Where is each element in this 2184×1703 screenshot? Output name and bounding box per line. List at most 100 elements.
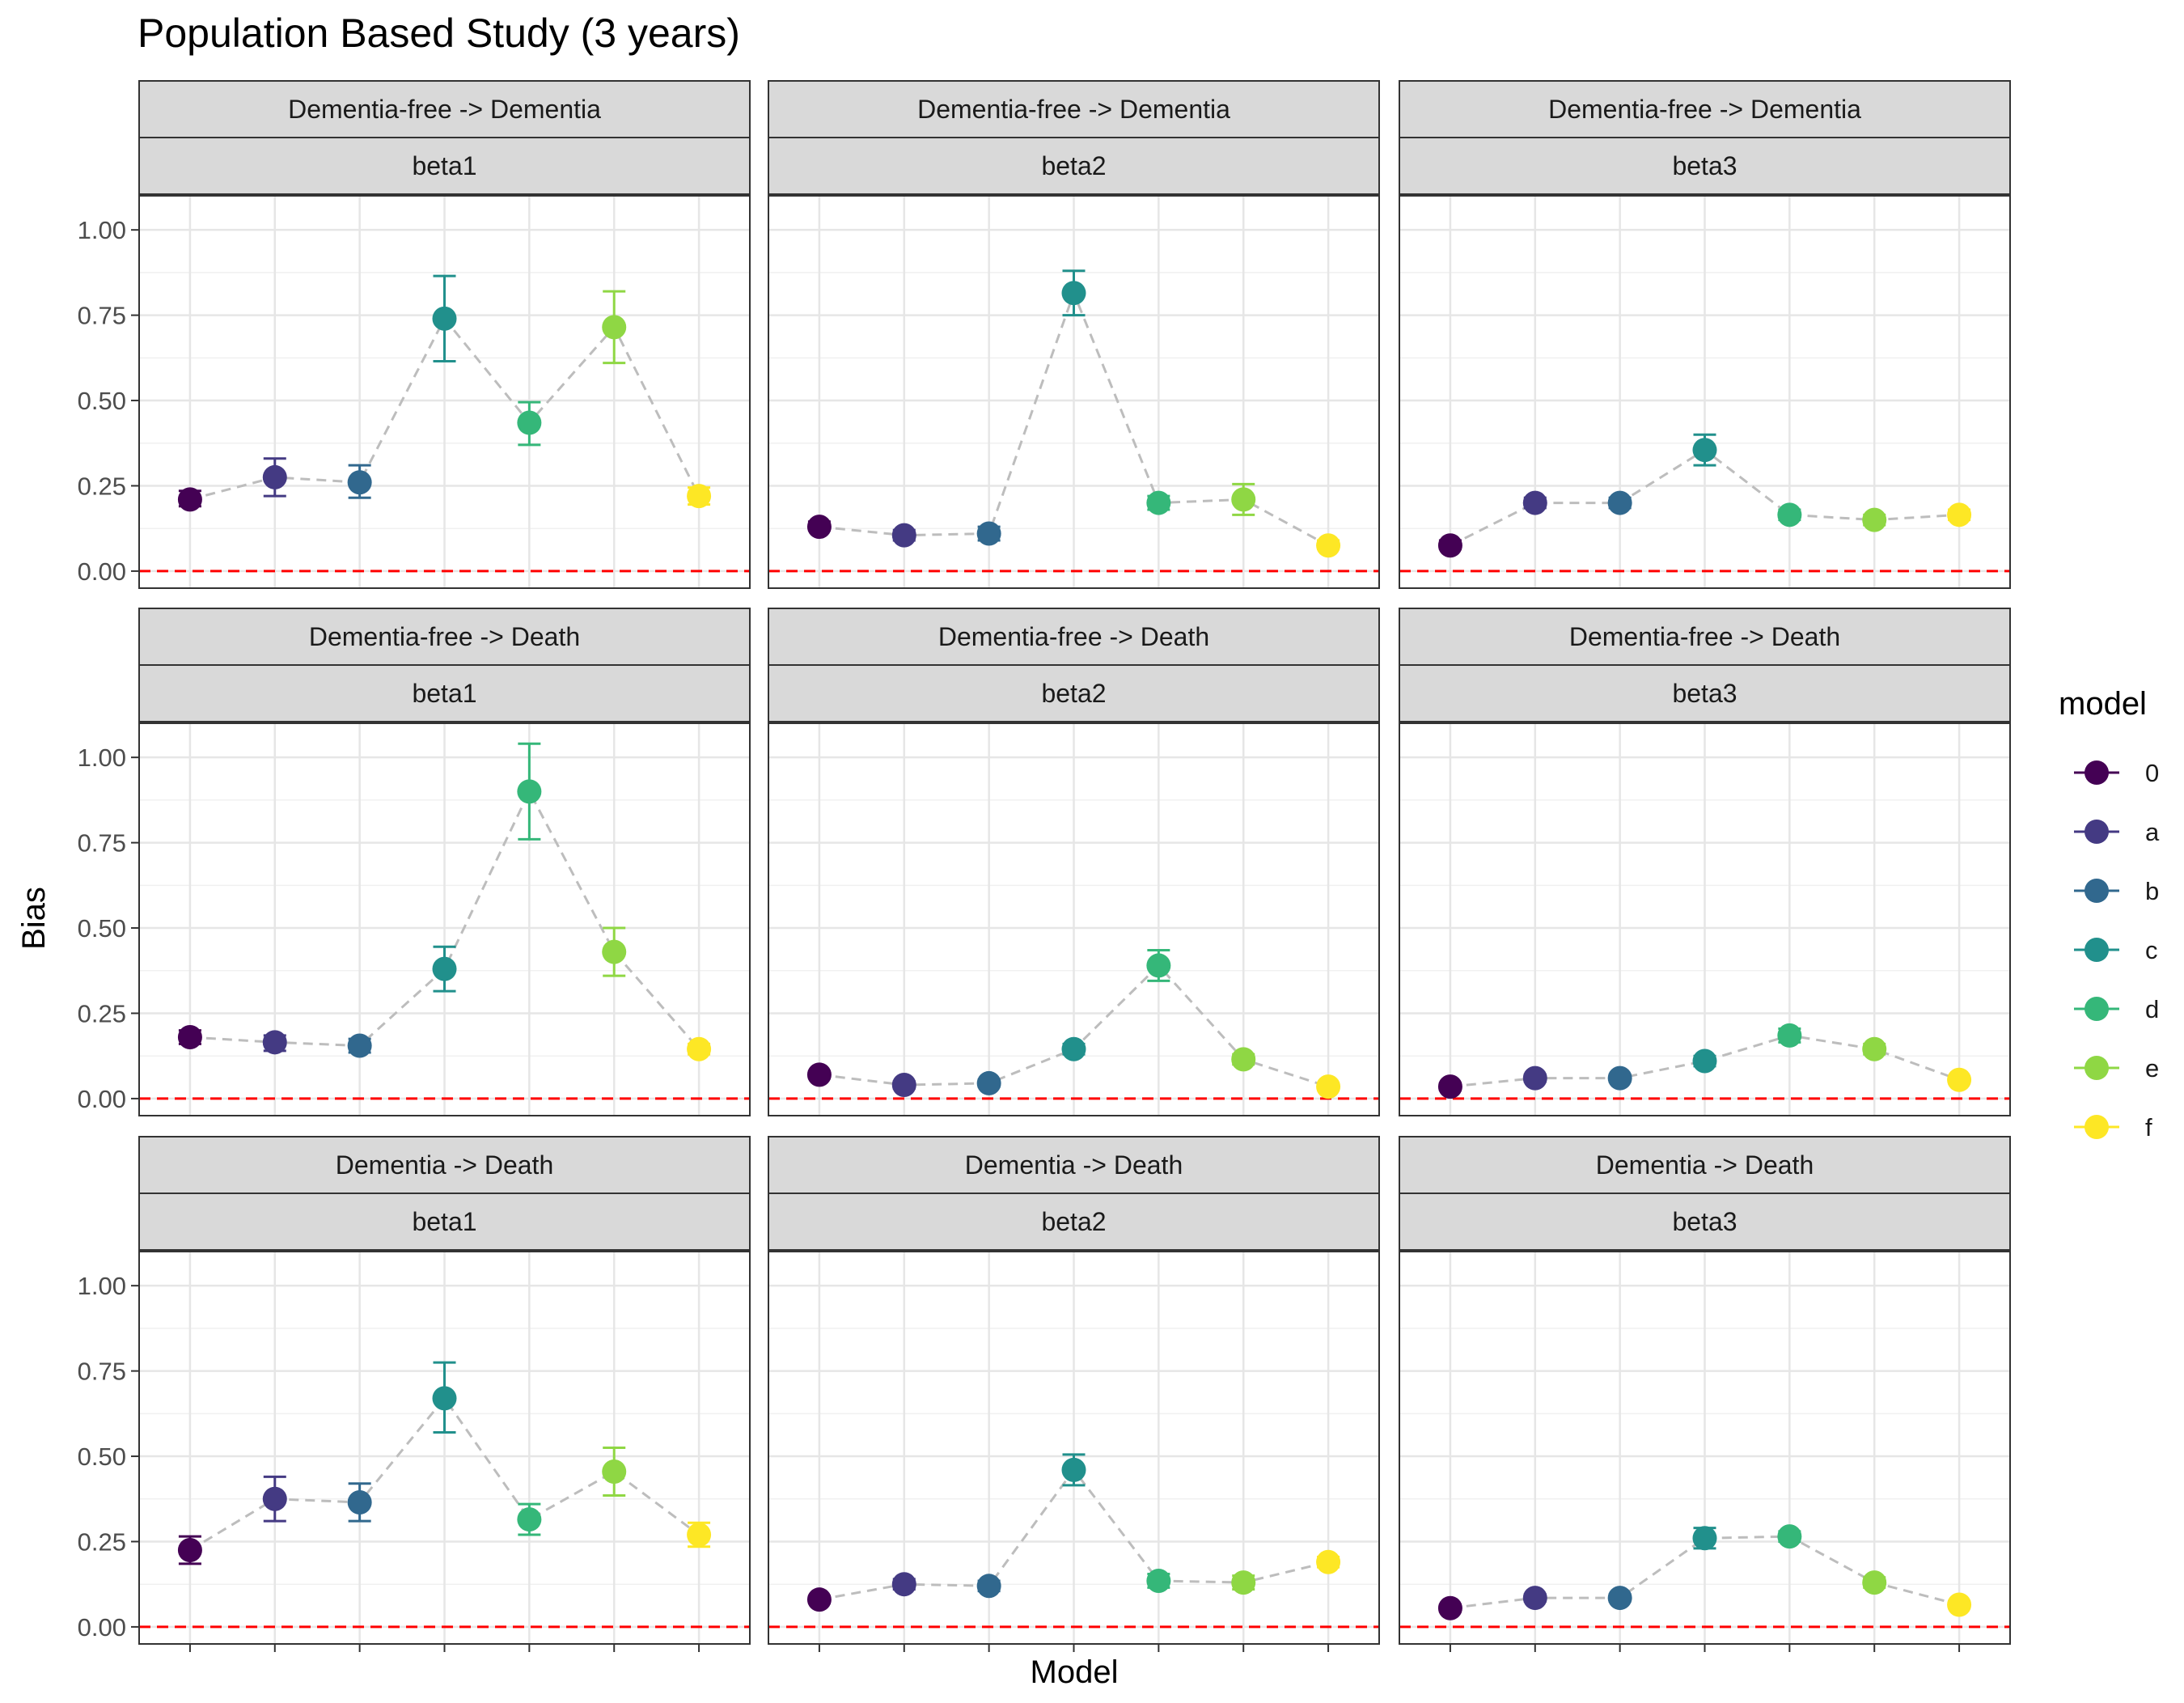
facet-strip-transition: [1399, 608, 2011, 666]
y-tick-label: 0.00: [78, 1085, 126, 1113]
data-point: [1231, 1047, 1256, 1072]
facet-strip-parameter: [768, 664, 1380, 722]
facet-panel: Dementia -> Death beta1 0.00 0.25 0.50 0.75 1.…: [78, 1136, 751, 1652]
data-point: [347, 1033, 372, 1058]
facet-strip-transition: [1399, 80, 2011, 138]
facet-transition-label: Dementia-free -> Death: [1569, 622, 1840, 651]
data-point: [517, 779, 542, 804]
facet-panel: Dementia-free -> Dementia beta3: [1399, 80, 2011, 589]
legend-key-marker: [2085, 997, 2109, 1021]
facet-panel: Dementia -> Death beta3: [1399, 1136, 2011, 1652]
legend-key-marker: [2085, 938, 2109, 962]
data-point: [687, 484, 712, 509]
data-point: [347, 1489, 372, 1514]
data-point: [1146, 1568, 1171, 1593]
y-tick-label: 0.75: [78, 1358, 126, 1386]
y-tick-label: 0.25: [78, 472, 126, 500]
data-point: [1777, 1023, 1802, 1048]
facet-transition-label: Dementia-free -> Death: [938, 622, 1209, 651]
data-point: [1146, 953, 1171, 978]
facet-transition-label: Dementia-free -> Dementia: [288, 95, 601, 124]
facet-strip-parameter: [768, 137, 1380, 195]
facet-parameter-label: beta3: [1672, 679, 1737, 708]
facet-transition-label: Dementia-free -> Dementia: [1548, 95, 1861, 124]
data-point: [1522, 1586, 1547, 1611]
legend-label: e: [2145, 1054, 2159, 1082]
legend-item: f: [2074, 1113, 2152, 1142]
legend-key-marker: [2085, 820, 2109, 844]
data-point: [1777, 1524, 1802, 1549]
facet-strip-parameter: [1399, 1193, 2011, 1251]
facet-parameter-label: beta3: [1672, 1207, 1737, 1236]
legend-title: model: [2059, 686, 2147, 722]
facet-panels: Dementia-free -> Dementia beta1 0.00 0.25 0.…: [78, 80, 2011, 1652]
facet-panel: Dementia -> Death beta2: [768, 1136, 1380, 1652]
data-point: [262, 1030, 287, 1055]
facet-strip-transition: [768, 608, 1380, 666]
data-point: [347, 470, 372, 495]
data-point: [1316, 533, 1341, 558]
facet-strip-transition: [138, 80, 751, 138]
data-point: [1947, 1592, 1972, 1617]
data-point: [177, 1538, 202, 1563]
facet-transition-label: Dementia -> Death: [1596, 1150, 1814, 1180]
data-point: [891, 1572, 916, 1597]
facet-parameter-label: beta1: [412, 151, 476, 180]
legend-key-marker: [2085, 1056, 2109, 1080]
data-point: [1607, 490, 1632, 515]
data-point: [1061, 1036, 1086, 1061]
legend-key-marker: [2085, 760, 2109, 785]
data-point: [976, 1070, 1001, 1095]
data-point: [1231, 487, 1256, 512]
data-point: [177, 1025, 202, 1049]
data-point: [806, 1062, 832, 1087]
facet-strip-parameter: [1399, 137, 2011, 195]
data-point: [976, 1574, 1001, 1599]
facet-strip-parameter: [138, 664, 751, 722]
facet-panel: Dementia-free -> Death beta2: [768, 608, 1380, 1116]
legend-item: a: [2074, 818, 2160, 846]
data-point: [687, 1523, 712, 1548]
facet-transition-label: Dementia-free -> Dementia: [917, 95, 1230, 124]
facet-strip-parameter: [138, 1193, 751, 1251]
y-axis-label: Bias: [16, 887, 52, 950]
panel-border: [1399, 722, 2011, 1116]
y-tick-label: 0.75: [78, 302, 126, 330]
data-point: [1692, 1048, 1717, 1074]
data-point: [1862, 1570, 1887, 1595]
y-tick-label: 0.25: [78, 999, 126, 1027]
data-point: [1437, 1595, 1462, 1620]
facet-panel: Dementia-free -> Dementia beta1 0.00 0.25 0.…: [78, 80, 751, 589]
legend-label: 0: [2145, 759, 2159, 787]
facet-strip-transition: [768, 80, 1380, 138]
y-tick-label: 1.00: [78, 216, 126, 244]
data-point: [1692, 438, 1717, 463]
data-point: [1607, 1586, 1632, 1611]
data-point: [1692, 1526, 1717, 1551]
data-point: [1777, 502, 1802, 527]
facet-transition-label: Dementia -> Death: [965, 1150, 1183, 1180]
facet-parameter-label: beta1: [412, 1207, 476, 1236]
facet-parameter-label: beta2: [1041, 151, 1106, 180]
legend-label: b: [2145, 877, 2159, 905]
facet-transition-label: Dementia -> Death: [336, 1150, 553, 1180]
data-point: [432, 1386, 457, 1411]
facet-strip-parameter: [768, 1193, 1380, 1251]
data-point: [432, 956, 457, 981]
legend-label: a: [2145, 818, 2160, 846]
facet-strip-transition: [138, 608, 751, 666]
legend-item: d: [2074, 995, 2159, 1023]
data-point: [602, 939, 627, 964]
y-tick-label: 1.00: [78, 1272, 126, 1300]
data-point: [1316, 1549, 1341, 1574]
facet-strip-transition: [768, 1136, 1380, 1194]
data-point: [1061, 281, 1086, 306]
data-point: [891, 1073, 916, 1098]
legend-label: d: [2145, 995, 2159, 1023]
y-tick-label: 0.75: [78, 829, 126, 858]
data-point: [1061, 1457, 1086, 1482]
legend-label: f: [2145, 1113, 2152, 1142]
panel-border: [138, 722, 751, 1116]
